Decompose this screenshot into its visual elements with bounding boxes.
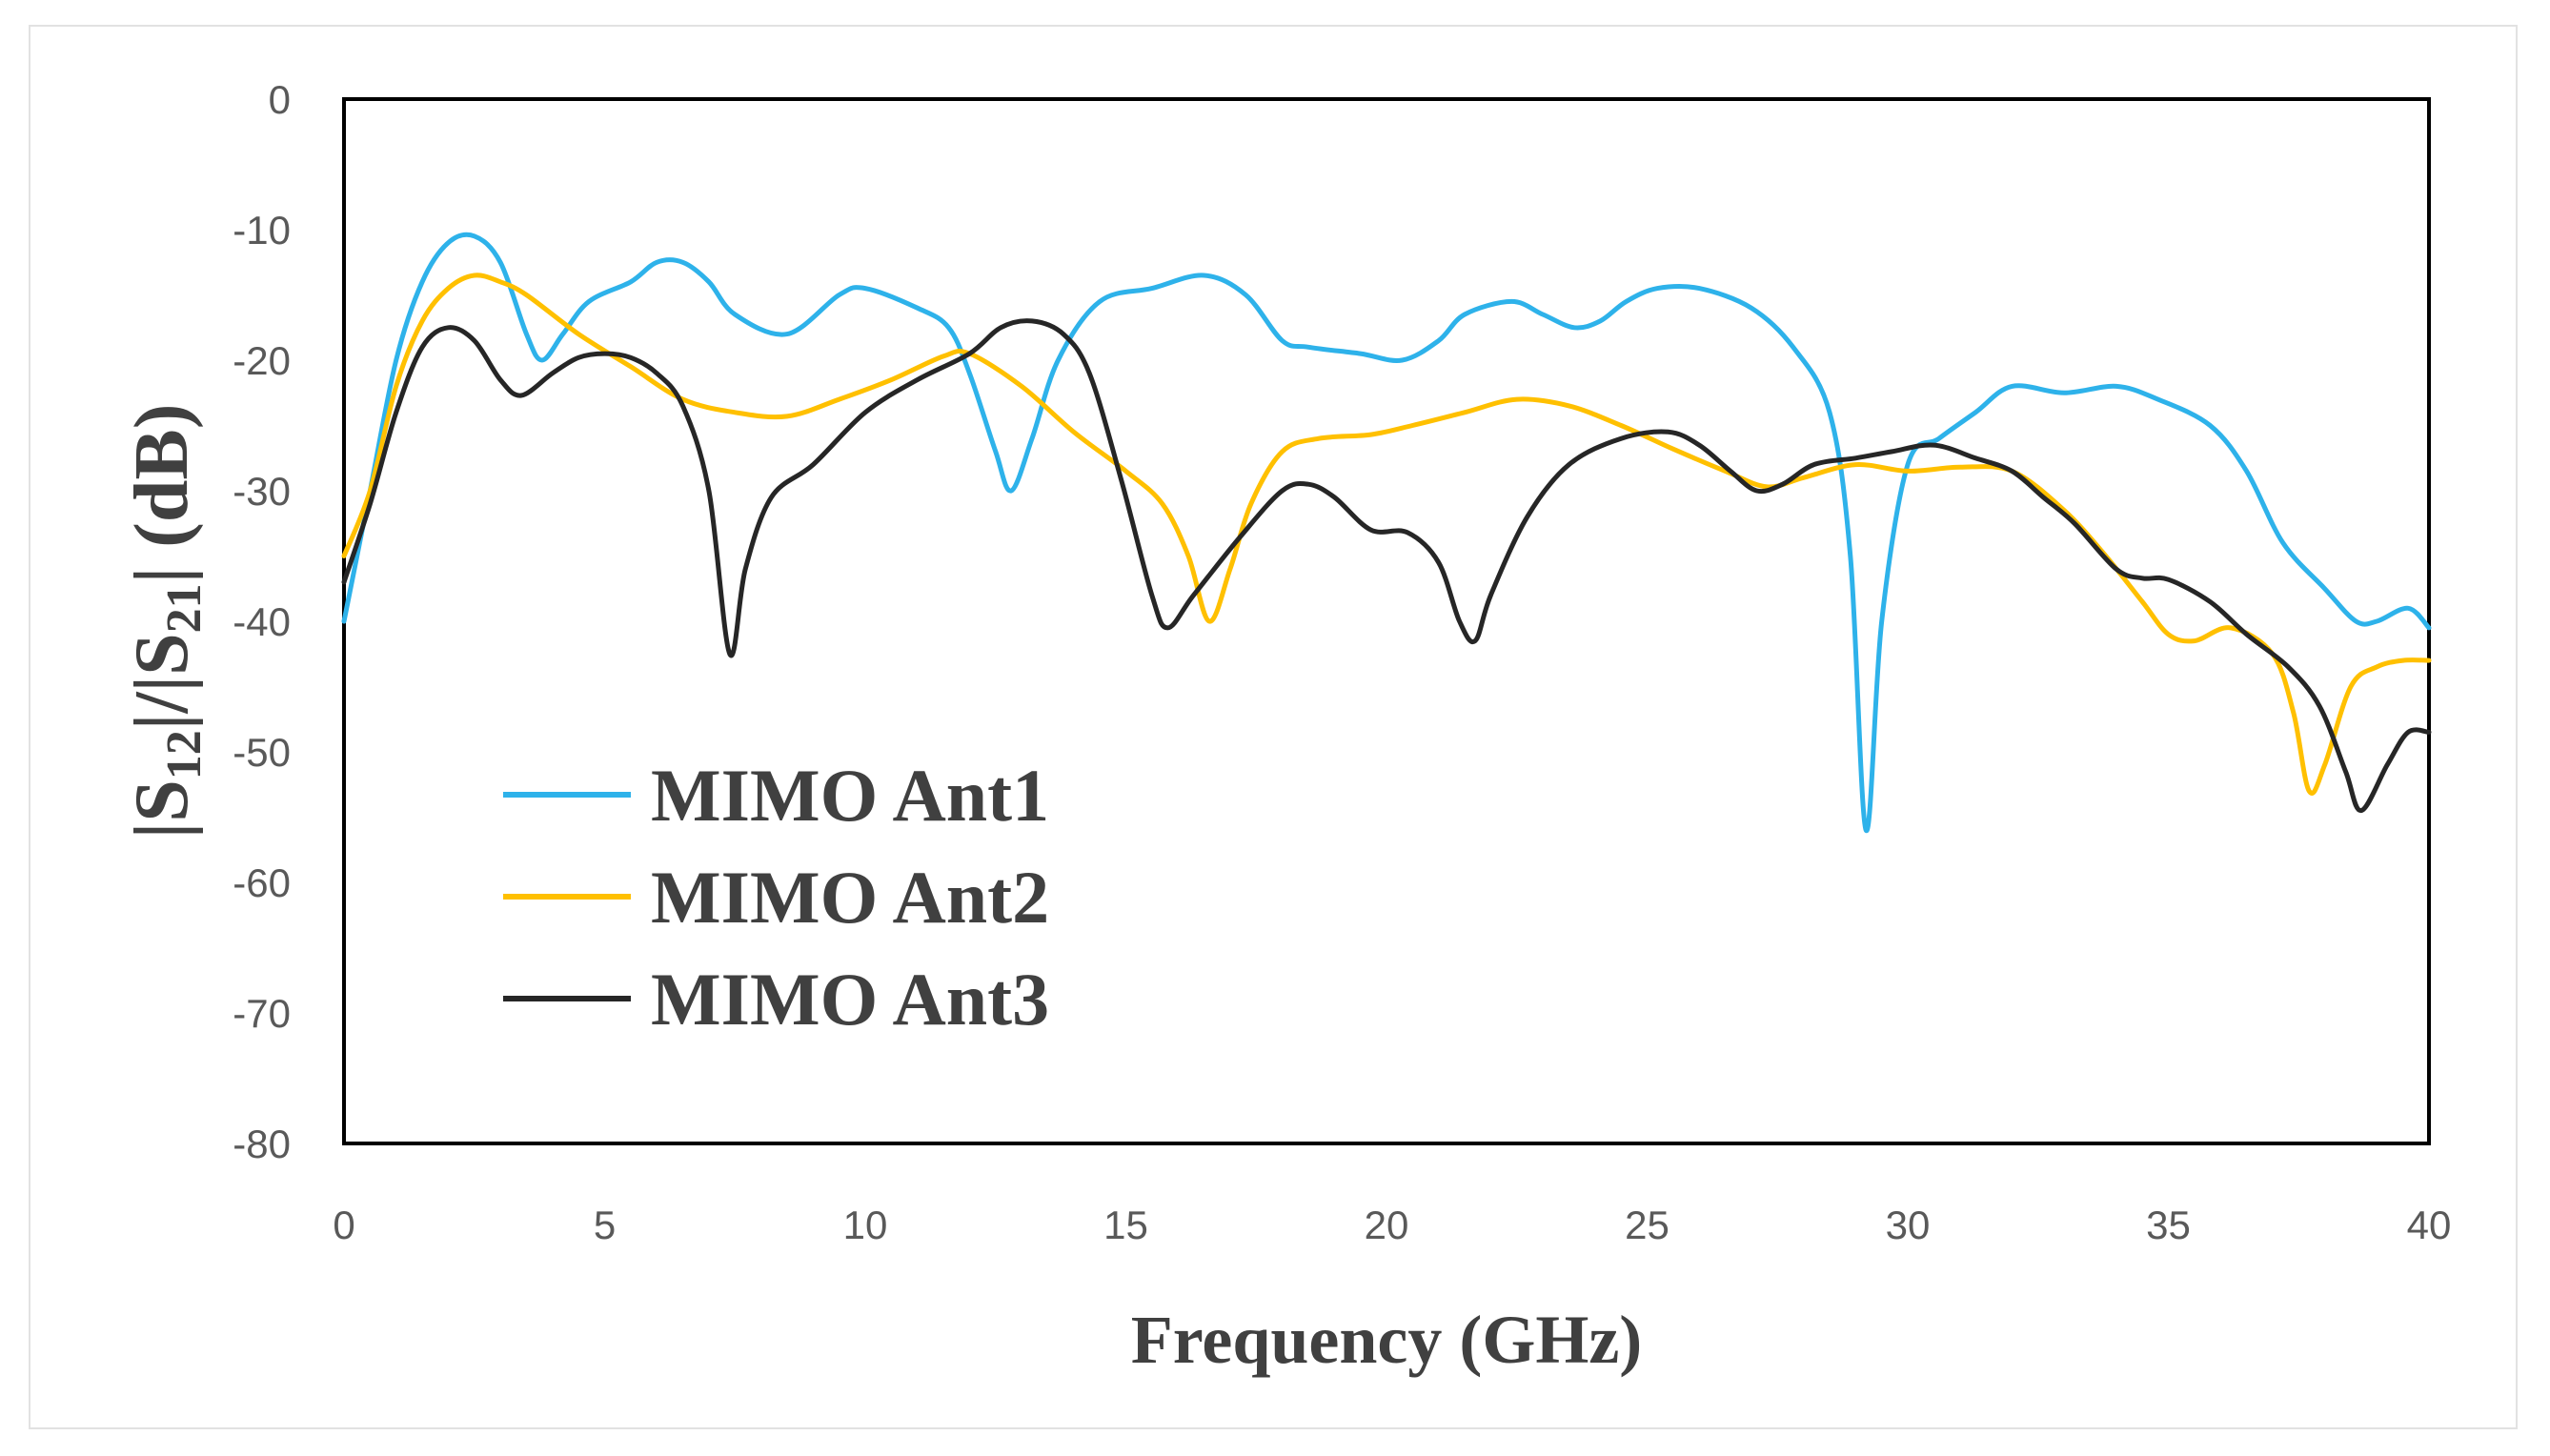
y-tick-label: -70 (233, 991, 291, 1036)
x-tick-label: 30 (1886, 1203, 1931, 1247)
x-tick-label: 5 (594, 1203, 616, 1247)
y-title-end: | (dB) (120, 404, 204, 584)
x-tick-label: 20 (1365, 1203, 1409, 1247)
legend-label-ant2: MIMO Ant2 (651, 856, 1049, 939)
y-tick-label: -60 (233, 860, 291, 905)
x-axis-ticks: 0 5 10 15 20 25 30 35 40 (333, 1203, 2451, 1247)
y-tick-label: -20 (233, 338, 291, 383)
series-line-ant1 (341, 232, 2432, 833)
plot-area (342, 97, 2431, 1145)
y-tick-label: -40 (233, 599, 291, 644)
x-tick-label: 40 (2407, 1203, 2452, 1247)
x-tick-label: 10 (843, 1203, 888, 1247)
legend-label-ant1: MIMO Ant1 (651, 754, 1049, 837)
x-tick-label: 35 (2146, 1203, 2191, 1247)
legend-label-ant3: MIMO Ant3 (651, 958, 1049, 1041)
y-title-mid: |/| (120, 676, 204, 730)
y-title-s2: S (120, 633, 204, 676)
x-tick-label: 25 (1625, 1203, 1670, 1247)
y-tick-label: -50 (233, 730, 291, 775)
series-line-ant3 (341, 318, 2432, 814)
y-title-sub1: 12 (157, 730, 212, 779)
y-axis-title: |S12|/|S21| (dB) (120, 404, 212, 839)
y-tick-label: -80 (233, 1122, 291, 1166)
series-group (341, 232, 2432, 833)
legend: MIMO Ant1 MIMO Ant2 MIMO Ant3 (503, 754, 1049, 1041)
y-axis-ticks: 0 -10 -20 -30 -40 -50 -60 -70 -80 (233, 77, 291, 1166)
y-title-sub2: 21 (157, 583, 212, 633)
x-tick-label: 0 (333, 1203, 354, 1247)
x-tick-label: 15 (1103, 1203, 1148, 1247)
y-tick-label: -30 (233, 469, 291, 514)
y-tick-label: 0 (269, 77, 291, 122)
y-title-s1: S (120, 779, 204, 822)
x-axis-title: Frequency (GHz) (1131, 1302, 1643, 1378)
y-title-bar: | (120, 822, 204, 839)
y-tick-label: -10 (233, 208, 291, 253)
series-line-ant2 (341, 273, 2432, 796)
